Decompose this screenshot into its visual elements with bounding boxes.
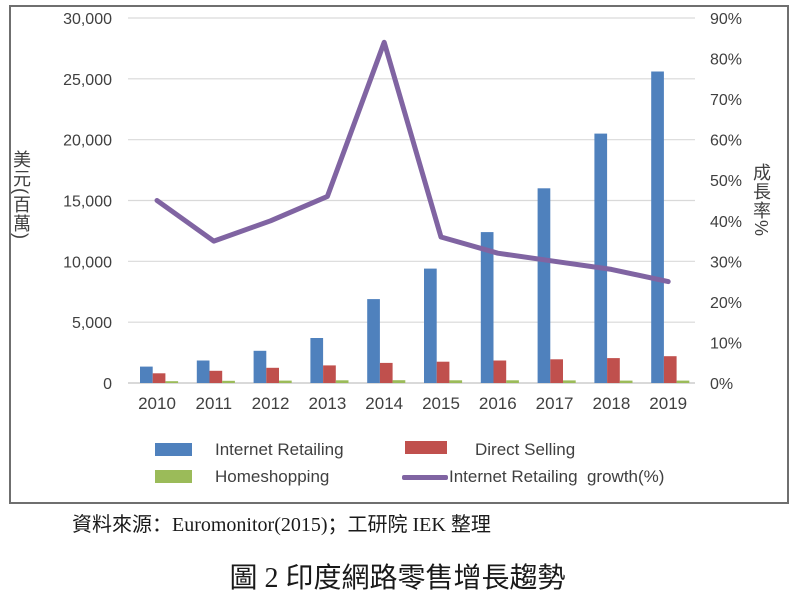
bar-direct-selling-2018 bbox=[607, 358, 620, 383]
bar-direct-selling-2015 bbox=[436, 361, 450, 383]
right-axis-tick: 20% bbox=[710, 295, 742, 312]
bar-homeshopping-2013 bbox=[335, 380, 349, 383]
right-axis-tick: 10% bbox=[710, 335, 742, 352]
bar-internet-retailing-2016 bbox=[480, 232, 494, 383]
right-axis-tick: 40% bbox=[710, 214, 742, 231]
left-axis-tick: 0 bbox=[103, 376, 112, 393]
x-axis-label-2016: 2016 bbox=[479, 394, 517, 413]
legend-swatch-homeshopping bbox=[155, 470, 192, 483]
bar-internet-retailing-2019 bbox=[651, 71, 664, 383]
bar-internet-retailing-2011 bbox=[196, 360, 210, 383]
right-axis-tick: 50% bbox=[710, 173, 742, 190]
bar-internet-retailing-2017 bbox=[537, 188, 551, 383]
bar-homeshopping-2019 bbox=[676, 380, 690, 383]
legend-item-direct-selling bbox=[405, 441, 447, 454]
legend-label-internet-retailing: Internet Retailing bbox=[215, 439, 344, 459]
left-axis-tick: 30,000 bbox=[63, 11, 112, 28]
bar-internet-retailing-2012 bbox=[253, 350, 267, 383]
bar-direct-selling-2014 bbox=[379, 362, 393, 383]
x-axis-label-2018: 2018 bbox=[592, 394, 630, 413]
legend-line-swatch-growth bbox=[402, 475, 448, 480]
bar-homeshopping-2016 bbox=[506, 380, 519, 383]
bar-homeshopping-2015 bbox=[449, 380, 463, 383]
right-axis-tick: 30% bbox=[710, 254, 742, 271]
legend-item-homeshopping bbox=[155, 470, 192, 483]
right-axis-tick: 70% bbox=[710, 92, 742, 109]
x-axis-label-2013: 2013 bbox=[308, 394, 346, 413]
legend-item-internet-retailing bbox=[155, 443, 192, 456]
legend-item-growth-line bbox=[402, 475, 448, 480]
right-axis-title: 成長率% bbox=[751, 163, 771, 238]
bar-internet-retailing-2010 bbox=[140, 366, 153, 383]
bar-direct-selling-2010 bbox=[152, 373, 166, 383]
right-axis-tick: 60% bbox=[710, 133, 742, 150]
bar-homeshopping-2010 bbox=[165, 381, 179, 383]
bar-homeshopping-2018 bbox=[619, 380, 633, 383]
legend-swatch-direct-selling bbox=[405, 441, 447, 454]
chart-plot-area: 0 5,000 10,000 15,000 20,000 25,000 30,000 0% 10… bbox=[63, 11, 742, 413]
x-axis-label-2017: 2017 bbox=[536, 394, 574, 413]
right-axis-tick: 90% bbox=[710, 11, 742, 28]
bar-internet-retailing-2015 bbox=[424, 268, 437, 383]
left-axis-tick: 20,000 bbox=[63, 133, 112, 150]
bar-internet-retailing-2013 bbox=[310, 338, 324, 383]
bar-internet-retailing-2014 bbox=[367, 299, 380, 383]
source-note: 資料來源：Euromonitor(2015)；工研院 IEK 整理 bbox=[72, 514, 491, 536]
left-axis-title: 美元(百萬) bbox=[11, 150, 31, 240]
x-axis-label-2014: 2014 bbox=[365, 394, 403, 413]
right-axis-tick: 0% bbox=[710, 376, 733, 393]
growth-line bbox=[154, 39, 671, 285]
x-axis-label-2019: 2019 bbox=[649, 394, 687, 413]
legend-label-direct-selling: Direct Selling bbox=[475, 439, 576, 459]
bar-direct-selling-2016 bbox=[493, 360, 507, 383]
bar-homeshopping-2011 bbox=[222, 380, 235, 383]
left-axis-tick: 10,000 bbox=[63, 254, 112, 271]
legend-label-homeshopping: Homeshopping bbox=[215, 466, 330, 486]
legend-label-growth: Internet Retailing growth(%) bbox=[449, 466, 665, 486]
bar-direct-selling-2019 bbox=[663, 356, 677, 383]
x-axis-label-2011: 2011 bbox=[196, 394, 233, 413]
right-axis-tick: 80% bbox=[710, 52, 742, 69]
left-axis-tick: 5,000 bbox=[72, 315, 112, 332]
figure-caption: 圖 2 印度網路零售增長趨勢 bbox=[229, 563, 566, 594]
left-axis-tick: 25,000 bbox=[63, 72, 112, 89]
bar-direct-selling-2017 bbox=[550, 359, 563, 383]
bar-direct-selling-2013 bbox=[323, 365, 336, 383]
bar-homeshopping-2012 bbox=[279, 380, 292, 383]
x-axis-label-2012: 2012 bbox=[252, 394, 290, 413]
legend-swatch-internet-retailing bbox=[155, 443, 192, 456]
left-axis-tick: 15,000 bbox=[63, 194, 112, 211]
x-axis-label-2010: 2010 bbox=[138, 394, 176, 413]
bar-internet-retailing-2018 bbox=[594, 133, 608, 383]
bar-direct-selling-2012 bbox=[266, 367, 279, 383]
x-axis-label-2015: 2015 bbox=[422, 394, 460, 413]
bar-direct-selling-2011 bbox=[209, 370, 223, 383]
bar-homeshopping-2014 bbox=[392, 380, 406, 383]
bar-homeshopping-2017 bbox=[563, 380, 576, 383]
